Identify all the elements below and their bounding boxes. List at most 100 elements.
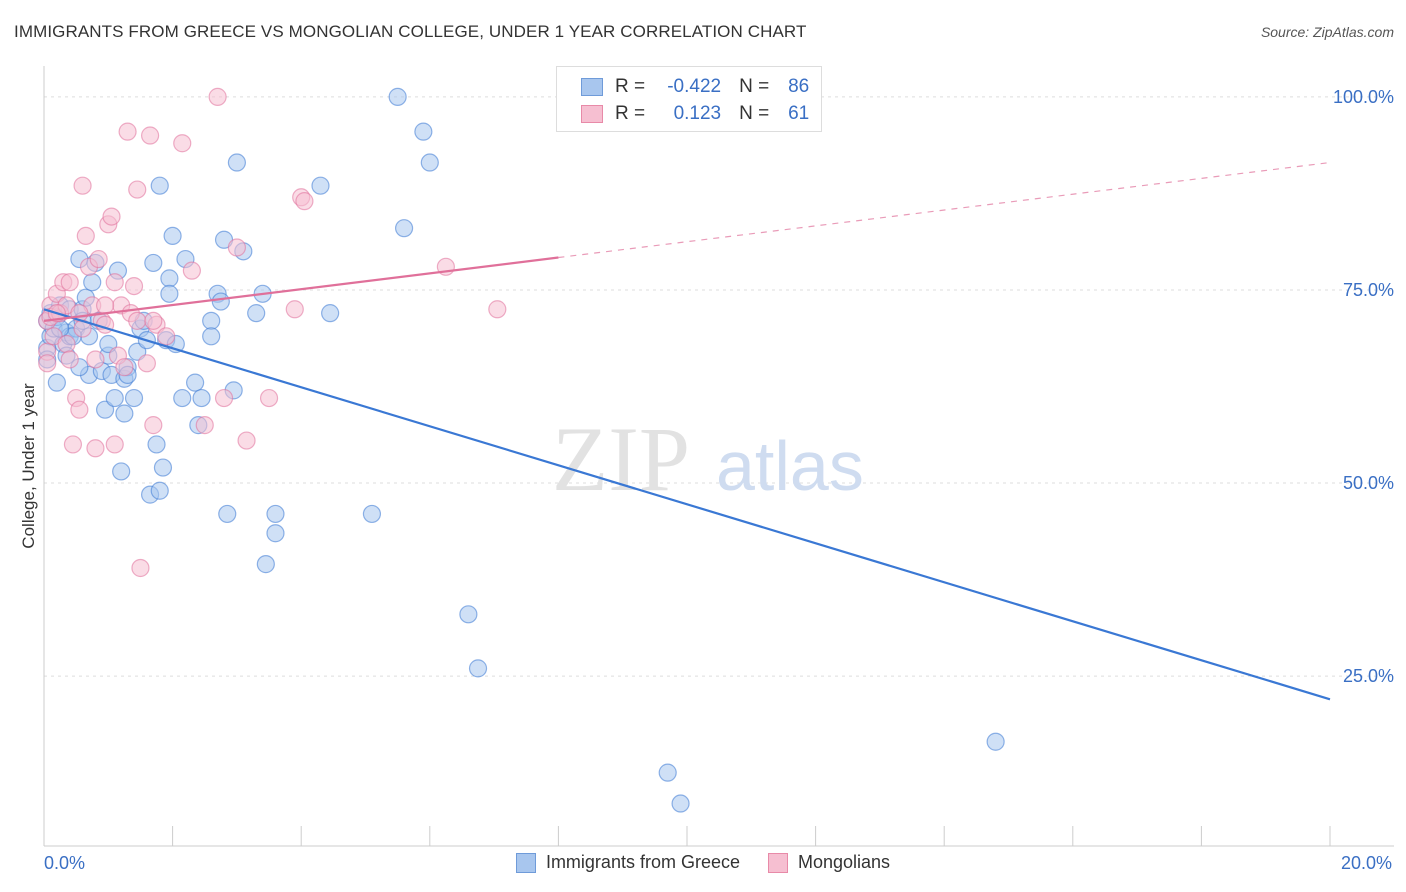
greece-point <box>124 388 144 408</box>
mongolian-point <box>95 296 115 315</box>
greece-point <box>47 373 66 392</box>
axes <box>43 66 1394 847</box>
n-label: N = <box>739 76 770 97</box>
greece-point <box>468 659 488 678</box>
legend-swatch-greece <box>581 78 603 96</box>
r-label: R = <box>615 76 646 97</box>
greece-point <box>211 292 230 311</box>
greece-point <box>459 605 478 624</box>
mongolian-point <box>124 276 144 296</box>
greece-point <box>388 87 407 106</box>
greece-point <box>153 458 173 477</box>
greece-point <box>266 524 285 543</box>
mongolian-point <box>259 388 279 408</box>
chart-title: IMMIGRANTS FROM GREECE VS MONGOLIAN COLL… <box>14 22 807 41</box>
n-value: 61 <box>788 103 810 124</box>
greece-point <box>150 176 169 195</box>
greece-point <box>160 284 179 303</box>
greece-trend-line <box>43 308 1331 701</box>
x-tick-label: 0.0% <box>44 853 85 873</box>
mongolian-trend-line-extension <box>558 161 1331 259</box>
correlation-legend: R = -0.422 N = 86 R = 0.123 N = 61 <box>556 66 822 132</box>
mongolian-trend-line <box>43 256 559 322</box>
mongolian-point <box>63 435 83 454</box>
legend-swatch-mongolians <box>581 105 603 123</box>
greece-point <box>202 311 221 330</box>
mongolian-point <box>128 180 147 199</box>
greece-point <box>218 504 237 524</box>
greece-point <box>321 304 340 323</box>
mongolian-point <box>60 273 79 292</box>
mongolian-point <box>182 261 201 280</box>
greece-point <box>128 342 147 361</box>
legend-swatch-greece <box>515 852 536 873</box>
greece-point <box>160 269 179 288</box>
mongolian-point <box>131 558 150 578</box>
n-label: N = <box>739 103 770 124</box>
mongolian-point <box>73 176 92 195</box>
mongolian-point <box>144 416 163 435</box>
greece-point <box>112 462 131 481</box>
mongolian-point <box>118 122 137 141</box>
mongolian-point <box>60 350 79 369</box>
mongolian-point <box>105 273 124 292</box>
data-points <box>38 87 1005 813</box>
greece-point <box>83 273 102 292</box>
greece-point <box>147 435 166 454</box>
r-value: -0.422 <box>667 76 722 97</box>
trend-lines <box>43 161 1331 701</box>
legend-item-mongolians[interactable]: Mongolians <box>767 852 890 873</box>
greece-point <box>414 122 433 141</box>
watermark-zip: ZIP <box>552 408 690 510</box>
mongolian-point <box>295 192 314 211</box>
greece-point <box>202 327 221 346</box>
x-tick-label: 20.0% <box>1341 853 1392 873</box>
greece-point <box>105 388 124 408</box>
greece-point <box>671 794 690 813</box>
mongolian-point <box>208 87 227 106</box>
greece-point <box>362 504 382 524</box>
greece-point <box>311 176 330 195</box>
legend-row-mongolians: R = 0.123 N = 61 <box>581 102 809 126</box>
greece-point <box>266 504 285 524</box>
greece-point <box>186 373 205 392</box>
greece-point <box>658 763 677 782</box>
legend-label-greece: Immigrants from Greece <box>545 852 740 872</box>
mongolian-point <box>38 354 57 373</box>
mongolian-point <box>102 207 121 226</box>
mongolian-point <box>144 311 163 330</box>
greece-point <box>115 404 134 423</box>
mongolian-point <box>157 327 176 346</box>
mongolian-point <box>214 388 234 408</box>
greece-point <box>192 388 211 408</box>
legend-row-greece: R = -0.422 N = 86 <box>581 75 809 99</box>
greece-point <box>247 304 266 323</box>
mongolian-point <box>86 439 105 458</box>
greece-point <box>144 253 163 273</box>
mongolian-point <box>488 300 507 319</box>
mongolian-point <box>128 311 147 330</box>
greece-point <box>99 334 118 354</box>
n-value: 86 <box>788 76 810 97</box>
source-label: Source: ZipAtlas.com <box>1260 24 1394 40</box>
legend-item-greece[interactable]: Immigrants from Greece <box>515 852 740 873</box>
mongolian-point <box>227 238 246 257</box>
greece-point <box>227 153 246 172</box>
mongolian-point <box>115 358 134 377</box>
legend-swatch-mongolians <box>767 852 788 873</box>
series-legend: Immigrants from Greece Mongolians <box>0 852 1406 873</box>
mongolian-point <box>285 300 304 319</box>
mongolian-point <box>237 431 256 450</box>
mongolian-point <box>195 416 214 435</box>
mongolian-point <box>76 226 95 246</box>
mongolian-point <box>57 334 76 354</box>
y-tick-label: 25.0% <box>1343 666 1394 686</box>
mongolian-point <box>86 350 105 369</box>
greece-point <box>256 555 275 574</box>
mongolian-point <box>105 435 124 454</box>
y-axis-label: College, Under 1 year <box>19 383 38 549</box>
y-tick-label: 75.0% <box>1343 280 1394 300</box>
r-value: 0.123 <box>673 103 722 124</box>
greece-point <box>150 481 169 500</box>
mongolian-point <box>89 249 108 269</box>
